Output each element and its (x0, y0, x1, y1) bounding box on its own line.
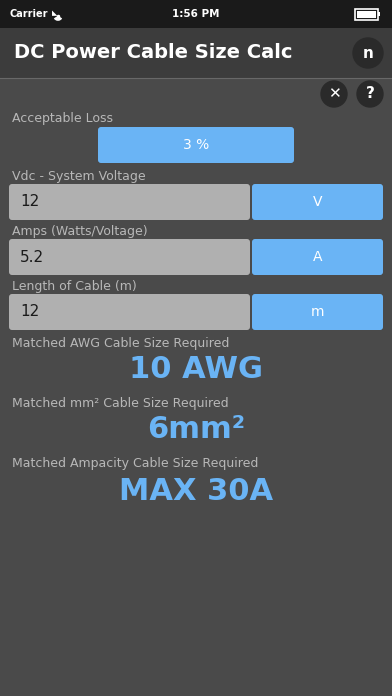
Text: n: n (363, 45, 374, 61)
Text: A: A (313, 250, 322, 264)
Text: DC Power Cable Size Calc: DC Power Cable Size Calc (14, 43, 292, 63)
FancyBboxPatch shape (252, 239, 383, 275)
Text: Matched AWG Cable Size Required: Matched AWG Cable Size Required (12, 337, 229, 350)
Circle shape (353, 38, 383, 68)
Text: 5.2: 5.2 (20, 249, 44, 264)
FancyBboxPatch shape (9, 184, 250, 220)
FancyBboxPatch shape (379, 12, 381, 16)
FancyBboxPatch shape (252, 294, 383, 330)
Text: V: V (313, 195, 322, 209)
Circle shape (357, 81, 383, 107)
Text: Amps (Watts/Voltage): Amps (Watts/Voltage) (12, 225, 148, 238)
Text: MAX 30A: MAX 30A (119, 477, 273, 506)
Text: Carrier: Carrier (10, 9, 49, 19)
Text: 6mm²: 6mm² (147, 415, 245, 444)
FancyBboxPatch shape (0, 28, 392, 78)
Text: ?: ? (366, 86, 374, 102)
Circle shape (321, 81, 347, 107)
FancyBboxPatch shape (252, 184, 383, 220)
Text: 10 AWG: 10 AWG (129, 355, 263, 384)
Text: m: m (311, 305, 324, 319)
Text: ◣: ◣ (52, 10, 57, 16)
Text: 12: 12 (20, 194, 39, 209)
Text: 1:56 PM: 1:56 PM (172, 9, 220, 19)
FancyBboxPatch shape (9, 239, 250, 275)
Text: ✕: ✕ (328, 86, 340, 102)
Text: Vdc - System Voltage: Vdc - System Voltage (12, 170, 145, 183)
Text: 3 %: 3 % (183, 138, 209, 152)
FancyBboxPatch shape (9, 294, 250, 330)
Text: Length of Cable (m): Length of Cable (m) (12, 280, 137, 293)
Text: Acceptable Loss: Acceptable Loss (12, 112, 113, 125)
FancyBboxPatch shape (0, 0, 392, 28)
FancyBboxPatch shape (98, 127, 294, 163)
Text: Matched Ampacity Cable Size Required: Matched Ampacity Cable Size Required (12, 457, 258, 470)
FancyBboxPatch shape (358, 10, 376, 17)
Text: Matched mm² Cable Size Required: Matched mm² Cable Size Required (12, 397, 229, 410)
Text: 12: 12 (20, 305, 39, 319)
